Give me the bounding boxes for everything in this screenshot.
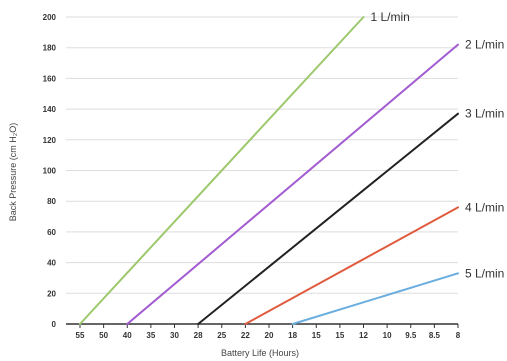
y-tick-label: 60 (47, 228, 56, 237)
y-tick-label: 40 (47, 259, 56, 268)
x-tick-label: 15 (312, 331, 321, 340)
series-line-3-l-min (197, 112, 459, 325)
x-axis: 55 50 40 35 30 28 25 22 20 18 15 15 12 10 9.5 8.5 8 (66, 323, 461, 340)
y-tick-label: 80 (47, 197, 56, 206)
series-label-1-l-min: 1 L/min (371, 10, 410, 24)
x-tick-label: 10 (383, 331, 392, 340)
series-line-2-l-min (126, 43, 459, 325)
y-tick-label: 100 (43, 167, 57, 176)
x-tick-label: 50 (99, 331, 108, 340)
y-tick-label: 180 (43, 44, 57, 53)
y-tick-label: 200 (43, 13, 57, 22)
x-tick-label: 35 (146, 331, 155, 340)
y-axis-title: Back Pressure (cm H₂O) (8, 123, 18, 222)
series-lines (79, 16, 459, 325)
series-line-5-l-min (291, 272, 459, 325)
x-tick-label: 20 (265, 331, 274, 340)
series-label-3-l-min: 3 L/min (465, 107, 504, 121)
x-tick-label: 18 (288, 331, 297, 340)
grid-lines (66, 16, 458, 325)
x-tick-label: 8 (456, 331, 461, 340)
series-label-5-l-min: 5 L/min (465, 266, 504, 280)
x-tick-label: 22 (241, 331, 250, 340)
x-tick-label: 15 (335, 331, 344, 340)
x-axis-title: Battery Life (Hours) (221, 348, 299, 358)
series-line-4-l-min (244, 206, 459, 325)
x-tick-label: 12 (359, 331, 368, 340)
x-tick-label: 28 (194, 331, 203, 340)
x-tick-label: 55 (76, 331, 85, 340)
y-tick-label: 20 (47, 289, 56, 298)
y-tick-label: 160 (43, 74, 57, 83)
x-tick-label: 30 (170, 331, 179, 340)
series-label-4-l-min: 4 L/min (465, 200, 504, 214)
y-tick-label: 140 (43, 105, 57, 114)
x-tick-label: 8.5 (429, 331, 441, 340)
x-tick-label: 25 (217, 331, 226, 340)
series-label-2-l-min: 2 L/min (465, 38, 504, 52)
y-tick-label: 120 (43, 136, 57, 145)
series-line-1-l-min (79, 16, 365, 325)
y-axis: 0 20 40 60 80 100 120 140 160 180 200 (43, 13, 57, 329)
x-tick-label: 40 (123, 331, 132, 340)
x-tick-label: 9.5 (405, 331, 417, 340)
y-tick-label: 0 (52, 320, 57, 329)
series-labels: 1 L/min 2 L/min 3 L/min 4 L/min 5 L/min (371, 10, 505, 280)
